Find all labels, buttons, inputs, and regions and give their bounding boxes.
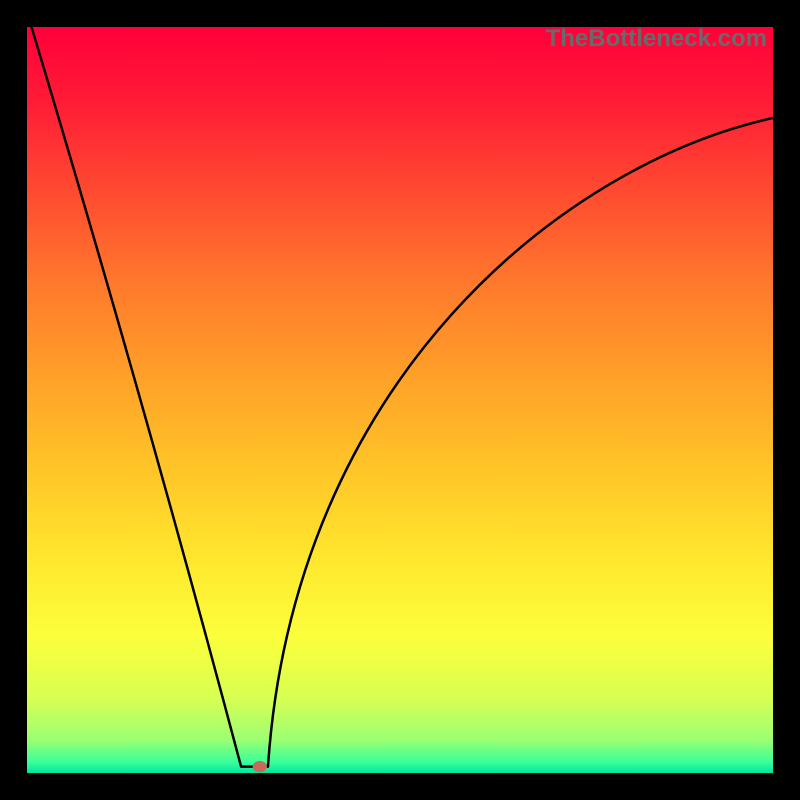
watermark-text: TheBottleneck.com [546, 25, 767, 53]
chart-frame: TheBottleneck.com [0, 0, 800, 800]
gradient-background [27, 27, 773, 773]
plot-area: TheBottleneck.com [27, 27, 773, 773]
